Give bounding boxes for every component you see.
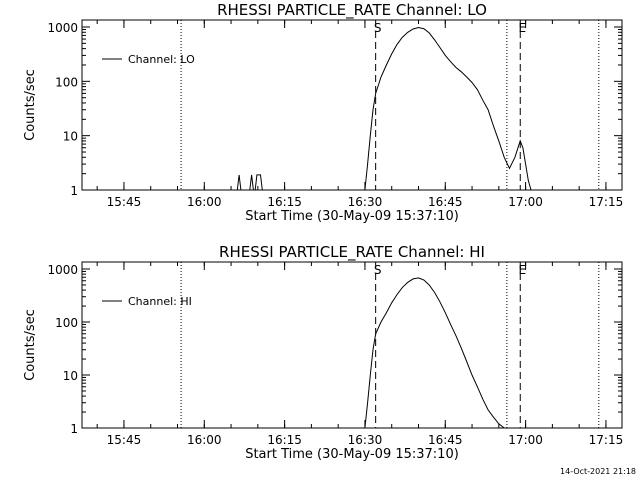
x-tick-label: 16:15	[267, 433, 302, 447]
x-axis-label: Start Time (30-May-09 15:37:10)	[245, 447, 459, 462]
x-tick-label: 15:45	[107, 195, 142, 209]
marker-label-e: E	[518, 21, 526, 35]
x-tick-label: 17:15	[589, 433, 624, 447]
x-tick-label: 16:45	[428, 195, 463, 209]
chart-title: RHESSI PARTICLE_RATE Channel: HI	[219, 243, 485, 262]
x-tick-label: 17:00	[508, 433, 543, 447]
x-tick-label: 16:15	[267, 195, 302, 209]
x-tick-label: 16:00	[187, 433, 222, 447]
series-line	[236, 174, 242, 191]
x-tick-label: 16:00	[187, 195, 222, 209]
marker-label-s: S	[374, 263, 382, 277]
y-tick-label: 1	[70, 184, 78, 198]
y-tick-label: 10	[63, 130, 78, 144]
y-tick-label: 1000	[47, 21, 78, 35]
y-axis-label: Counts/sec	[23, 309, 38, 381]
series-line	[364, 277, 505, 429]
y-tick-label: 1	[70, 422, 78, 436]
marker-label-e: E	[518, 263, 526, 277]
plot-frame	[81, 261, 623, 429]
y-tick-label: 10	[63, 369, 78, 383]
chart-panel-hi: RHESSI PARTICLE_RATE Channel: HI Start Ti…	[23, 243, 623, 462]
y-axis-label: Counts/sec	[23, 69, 38, 141]
series-line	[249, 174, 254, 191]
x-tick-label: 16:30	[348, 433, 383, 447]
chart-panel-lo: RHESSI PARTICLE_RATE Channel: LO Start Ti…	[23, 1, 623, 224]
x-tick-label: 16:45	[428, 433, 463, 447]
x-tick-label: 16:30	[348, 195, 383, 209]
legend-entry: Channel: LO	[128, 53, 195, 66]
chart-title: RHESSI PARTICLE_RATE Channel: LO	[217, 1, 487, 20]
y-tick-label: 100	[55, 316, 78, 330]
footer-timestamp: 14-Oct-2021 21:18	[560, 467, 636, 476]
legend-entry: Channel: HI	[128, 295, 192, 308]
plot-frame	[81, 19, 623, 191]
marker-label-s: S	[374, 21, 382, 35]
series-line	[254, 174, 263, 191]
x-tick-label: 15:45	[107, 433, 142, 447]
series-line	[364, 26, 532, 191]
y-tick-label: 1000	[47, 263, 78, 277]
x-tick-label: 17:00	[508, 195, 543, 209]
x-axis-label: Start Time (30-May-09 15:37:10)	[245, 209, 459, 224]
y-tick-label: 100	[55, 75, 78, 89]
x-tick-label: 17:15	[589, 195, 624, 209]
